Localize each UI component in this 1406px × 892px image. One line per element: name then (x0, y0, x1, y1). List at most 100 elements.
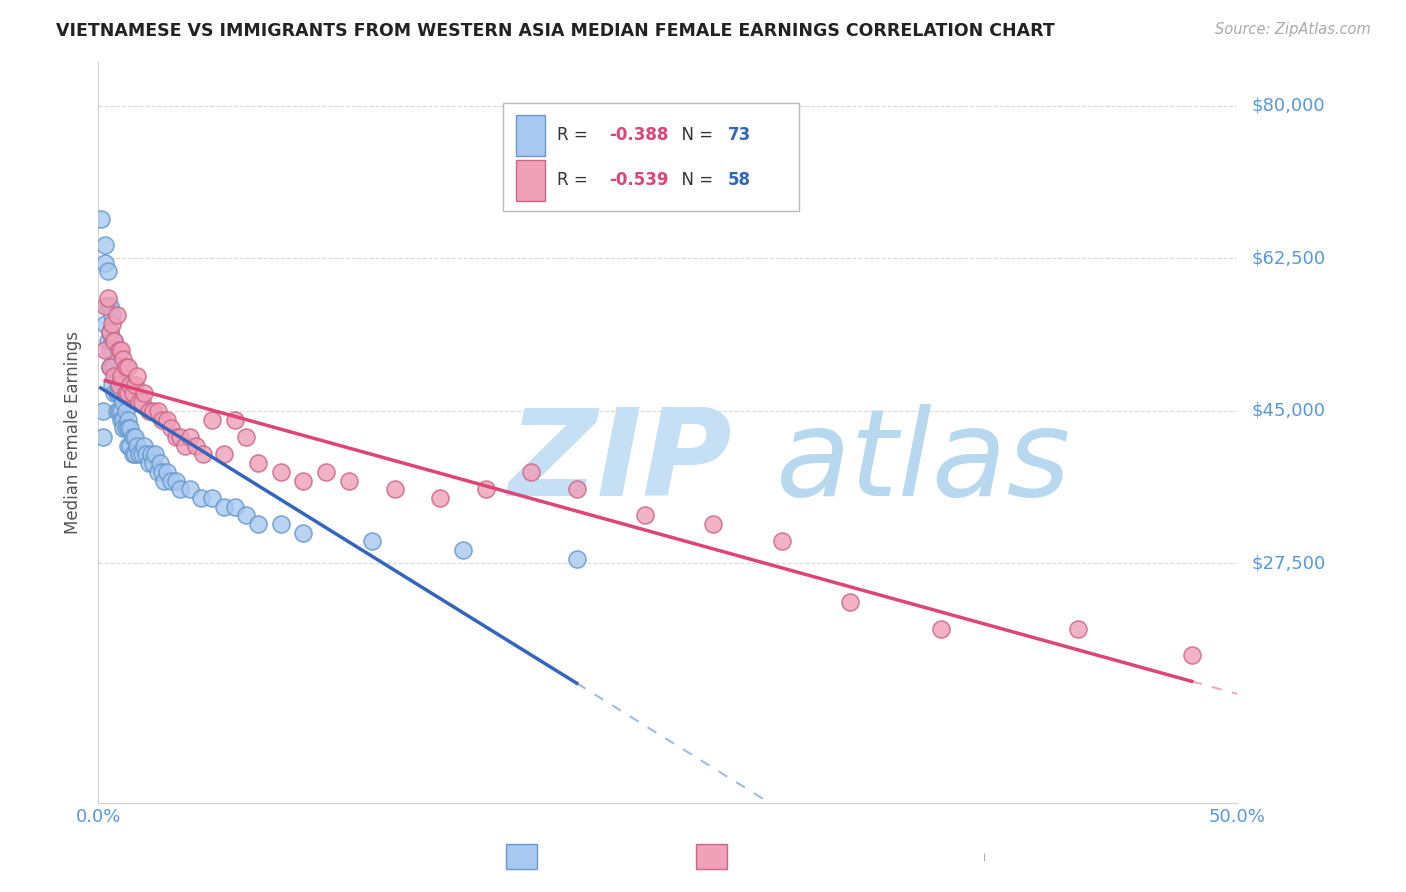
Point (145, 447, 167, 461)
Text: $45,000: $45,000 (1251, 401, 1326, 420)
Point (120, 439, 142, 453)
Point (131, 447, 153, 461)
Point (174, 439, 197, 453)
Point (103, 369, 125, 384)
Text: $27,500: $27,500 (1251, 554, 1326, 573)
Point (98, 299, 121, 313)
Text: atlas: atlas (776, 404, 1071, 521)
Text: Immigrants from Western Asia: Immigrants from Western Asia (733, 847, 986, 865)
Text: 73: 73 (728, 127, 751, 145)
Point (224, 500, 246, 514)
Point (114, 404, 136, 418)
Text: -0.388: -0.388 (609, 127, 668, 145)
Point (110, 386, 132, 401)
Point (124, 447, 146, 461)
Point (98, 326, 121, 340)
Text: Vietnamese: Vietnamese (543, 847, 641, 865)
Point (124, 430, 146, 444)
Point (1181, 648, 1204, 662)
Point (165, 474, 187, 488)
Point (201, 491, 224, 505)
Point (337, 474, 360, 488)
Text: Source: ZipAtlas.com: Source: ZipAtlas.com (1215, 22, 1371, 37)
Point (108, 404, 131, 418)
Point (139, 447, 162, 461)
Point (179, 430, 201, 444)
Point (138, 456, 160, 470)
Point (135, 447, 157, 461)
Point (160, 474, 183, 488)
Point (190, 491, 212, 505)
Point (117, 412, 139, 426)
FancyBboxPatch shape (503, 103, 799, 211)
Text: R =: R = (557, 127, 593, 145)
Point (96, 291, 118, 305)
Point (112, 351, 135, 366)
Point (235, 508, 257, 523)
Point (108, 343, 131, 357)
Point (315, 465, 337, 479)
Point (98, 343, 121, 357)
Point (132, 386, 155, 401)
Point (98, 360, 121, 375)
Point (110, 369, 132, 384)
Point (186, 439, 208, 453)
Point (929, 622, 952, 636)
Point (121, 386, 143, 401)
Point (114, 421, 136, 435)
Point (110, 404, 132, 418)
Point (127, 439, 149, 453)
Point (150, 465, 173, 479)
Point (105, 351, 128, 366)
Point (146, 465, 169, 479)
Point (179, 482, 201, 496)
Point (138, 404, 160, 418)
Point (169, 430, 191, 444)
Point (120, 421, 142, 435)
Point (94, 238, 117, 252)
Point (1067, 622, 1090, 636)
Point (94, 317, 117, 331)
Point (429, 491, 451, 505)
Point (91, 430, 114, 444)
Point (142, 456, 165, 470)
Point (201, 412, 224, 426)
Point (156, 412, 179, 426)
Point (117, 421, 139, 435)
Point (451, 543, 474, 558)
Text: -0.539: -0.539 (609, 171, 668, 189)
Point (94, 343, 117, 357)
Point (770, 534, 793, 549)
Point (131, 395, 153, 409)
Point (146, 404, 169, 418)
Text: $62,500: $62,500 (1251, 250, 1326, 268)
Point (142, 404, 165, 418)
Point (110, 343, 132, 357)
Point (112, 395, 135, 409)
Point (101, 360, 124, 375)
Point (246, 517, 269, 532)
Point (634, 508, 657, 523)
Point (165, 430, 187, 444)
Point (114, 386, 136, 401)
Point (520, 465, 543, 479)
Point (132, 439, 155, 453)
FancyBboxPatch shape (516, 115, 546, 156)
Point (128, 447, 150, 461)
Point (384, 482, 406, 496)
Point (193, 447, 215, 461)
Point (160, 421, 183, 435)
Point (124, 377, 146, 392)
Point (702, 517, 724, 532)
Point (235, 430, 257, 444)
Point (105, 404, 128, 418)
Text: 58: 58 (728, 171, 751, 189)
Point (103, 360, 125, 375)
Point (101, 334, 124, 348)
Text: ZIP: ZIP (509, 404, 733, 521)
Point (91, 404, 114, 418)
Text: N =: N = (671, 171, 718, 189)
Text: $80,000: $80,000 (1251, 97, 1324, 115)
Point (150, 412, 173, 426)
Point (212, 500, 235, 514)
